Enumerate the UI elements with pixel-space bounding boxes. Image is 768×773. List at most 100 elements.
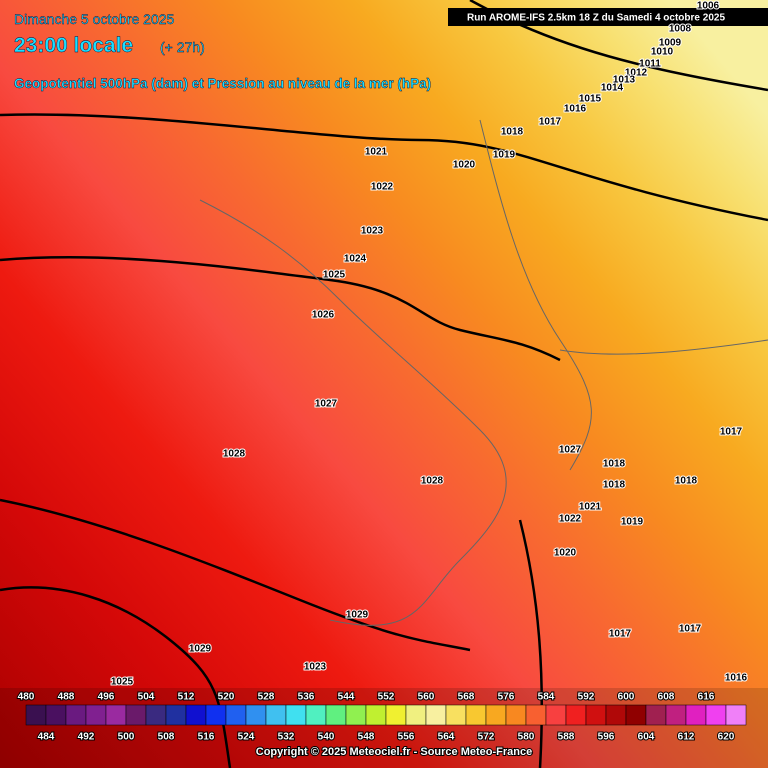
- isobar-label: 1011: [639, 59, 661, 70]
- isobar-label: 1023: [361, 226, 384, 237]
- color-swatch: [325, 704, 347, 726]
- isobar-label: 1021: [365, 147, 388, 158]
- lead-time: (+ 27h): [160, 39, 205, 55]
- color-swatch: [485, 704, 507, 726]
- color-swatch: [225, 704, 247, 726]
- colorbar-label: 548: [358, 732, 375, 743]
- colorbar-label: 504: [138, 692, 155, 703]
- isobar-label: 1028: [421, 476, 444, 487]
- isobar-label: 1016: [564, 104, 587, 115]
- isobar-label: 1018: [603, 459, 626, 470]
- colorbar-label: 608: [658, 692, 675, 703]
- color-swatch: [465, 704, 487, 726]
- color-swatch: [685, 704, 707, 726]
- colorbar-label: 540: [318, 732, 335, 743]
- copyright: Copyright © 2025 Meteociel.fr - Source M…: [256, 746, 532, 758]
- borders: [199, 119, 768, 626]
- isobar-label: 1028: [223, 449, 246, 460]
- colorbar-label: 480: [18, 692, 35, 703]
- colorbar-label: 620: [718, 732, 735, 743]
- colorbar-label: 556: [398, 732, 415, 743]
- color-swatch: [265, 704, 287, 726]
- isobar-label: 1025: [323, 270, 346, 281]
- colorbar-label: 520: [218, 692, 235, 703]
- colorbar-label: 600: [618, 692, 635, 703]
- color-swatch: [205, 704, 227, 726]
- colorbar-label: 580: [518, 732, 535, 743]
- color-swatch: [165, 704, 187, 726]
- color-swatch: [345, 704, 367, 726]
- color-swatch: [305, 704, 327, 726]
- isobar-label: 1016: [725, 673, 748, 684]
- isobar-label: 1017: [720, 427, 743, 438]
- color-swatch: [365, 704, 387, 726]
- time: 23:00 locale: [14, 34, 133, 57]
- color-swatch: [285, 704, 307, 726]
- legend-bg: [0, 688, 768, 768]
- color-swatch: [525, 704, 547, 726]
- color-swatch: [605, 704, 627, 726]
- colorbar-label: 536: [298, 692, 315, 703]
- color-swatch: [65, 704, 87, 726]
- colorbar-label: 508: [158, 732, 175, 743]
- isobar-label: 1006: [697, 1, 720, 12]
- isobar-label: 1015: [579, 94, 602, 105]
- colorbar-label: 488: [58, 692, 75, 703]
- isobar-label: 1024: [344, 254, 367, 265]
- isobar-label: 1022: [559, 514, 582, 525]
- colorbar-label: 564: [438, 732, 455, 743]
- colorbar-label: 596: [598, 732, 615, 743]
- colorbar: 480 484 488 492 496 500 504 508 512 516 520 524 528 5…: [17, 691, 747, 744]
- isobar-label: 1020: [554, 548, 577, 559]
- isobar-labels: 1006100810091010101110121013101410151016…: [110, 0, 749, 689]
- colorbar-label: 568: [458, 692, 475, 703]
- isobar-label: 1008: [669, 24, 692, 35]
- isobar-label: 1029: [189, 644, 212, 655]
- color-swatch: [425, 704, 447, 726]
- colorbar-label: 516: [198, 732, 215, 743]
- color-swatch: [505, 704, 527, 726]
- isobar-label: 1021: [579, 502, 602, 513]
- colorbar-label: 492: [78, 732, 95, 743]
- color-swatch: [705, 704, 727, 726]
- isobar-label: 1012: [625, 68, 648, 79]
- subtitle: Geopotentiel 500hPa (dam) et Pression au…: [14, 76, 431, 91]
- color-swatch: [645, 704, 667, 726]
- color-swatch: [545, 704, 567, 726]
- colorbar-label: 552: [378, 692, 395, 703]
- colorbar-label: 532: [278, 732, 295, 743]
- color-swatch: [105, 704, 127, 726]
- isobar-label: 1017: [539, 117, 562, 128]
- isobar-label: 1010: [651, 47, 674, 58]
- isobar-label: 1027: [315, 399, 338, 410]
- isobar-label: 1020: [453, 160, 476, 171]
- color-swatch: [585, 704, 607, 726]
- color-swatch: [185, 704, 207, 726]
- colorbar-label: 524: [238, 732, 255, 743]
- color-swatch: [385, 704, 407, 726]
- colorbar-label: 572: [478, 732, 495, 743]
- isobar-label: 1029: [346, 610, 369, 621]
- isobar-label: 1025: [111, 677, 134, 688]
- colorbar-label: 588: [558, 732, 575, 743]
- isobar-label: 1018: [501, 127, 524, 138]
- color-swatch: [85, 704, 107, 726]
- color-swatch: [45, 704, 67, 726]
- isobar-label: 1018: [675, 476, 698, 487]
- isobar-label: 1023: [304, 662, 327, 673]
- isobar-label: 1019: [493, 150, 516, 161]
- colorbar-label: 500: [118, 732, 135, 743]
- isobar-label: 1013: [613, 75, 636, 86]
- color-swatch: [625, 704, 647, 726]
- run-box: [448, 8, 768, 26]
- isobar-label: 1022: [371, 182, 394, 193]
- colorbar-label: 512: [178, 692, 195, 703]
- color-swatch: [445, 704, 467, 726]
- isobar-label: 1026: [312, 310, 335, 321]
- colorbar-label: 544: [338, 692, 355, 703]
- colorbar-label: 592: [578, 692, 595, 703]
- color-swatch: [245, 704, 267, 726]
- color-swatch: [405, 704, 427, 726]
